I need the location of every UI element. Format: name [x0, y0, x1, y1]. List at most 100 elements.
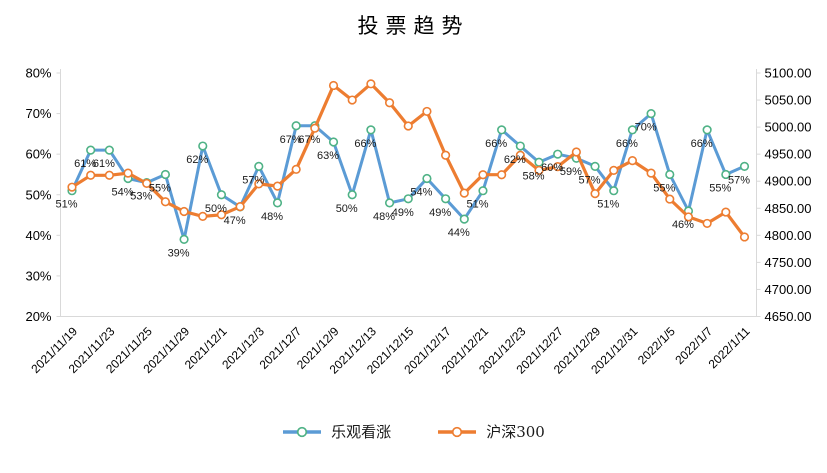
axis-lines [56, 69, 761, 317]
csi300-marker [216, 210, 227, 220]
bullish-point-label: 67% [298, 134, 320, 146]
bullish-marker [553, 149, 563, 159]
bullish-point-label: 57% [728, 174, 750, 186]
bullish-point-label: 66% [485, 138, 507, 150]
csi300-marker [310, 123, 320, 133]
csi300-marker [235, 202, 245, 212]
bullish-marker [384, 198, 395, 208]
bullish-point-label: 70% [635, 122, 657, 134]
left-axis-tick-label: 30% [25, 268, 51, 283]
csi300-marker [609, 165, 619, 175]
csi300-markers [67, 79, 750, 242]
bullish-point-label: 51% [466, 199, 488, 211]
bullish-point-label: 67% [280, 134, 302, 146]
bullish-point-labels: 51%61%61%54%53%55%39%62%50%47%57%48%67%6… [55, 122, 750, 260]
left-axis-tick-label: 80% [25, 66, 51, 81]
bullish-point-label: 63% [317, 150, 339, 162]
bullish-point-label: 61% [74, 158, 96, 170]
left-axis-tick-label: 60% [25, 147, 51, 162]
bullish-marker [104, 145, 114, 155]
bullish-point-label: 55% [709, 182, 731, 194]
bullish-marker [497, 125, 507, 135]
csi300-marker [272, 181, 283, 191]
bullish-marker [515, 141, 525, 151]
csi300-marker [291, 164, 301, 174]
bullish-marker [216, 190, 227, 200]
bullish-marker [422, 173, 432, 184]
right-axis-tick-label: 4800.00 [765, 228, 812, 243]
csi300-marker [571, 147, 581, 157]
bullish-marker [478, 186, 488, 196]
bullish-point-label: 48% [373, 211, 395, 223]
bullish-marker [347, 190, 357, 200]
bullish-point-label: 58% [522, 170, 544, 182]
csi300-marker [721, 207, 731, 217]
right-axis-tick-label: 4700.00 [765, 282, 812, 297]
bullish-point-label: 66% [354, 138, 376, 150]
bullish-marker [609, 186, 619, 196]
csi300-marker [459, 188, 469, 198]
legend-label-bullish: 乐观看涨 [331, 423, 392, 441]
bullish-point-label: 49% [392, 207, 414, 219]
bullish-point-label: 60% [541, 162, 563, 174]
bullish-point-label: 66% [616, 138, 638, 150]
csi300-marker [104, 170, 114, 180]
bullish-marker [403, 194, 413, 204]
bullish-legend-marker-icon [283, 426, 322, 437]
bullish-point-label: 54% [112, 187, 134, 199]
csi300-marker [702, 218, 712, 229]
bullish-point-label: 54% [410, 187, 432, 199]
bullish-point-label: 50% [205, 203, 227, 215]
chart-title: 投票趋势 [357, 14, 470, 38]
bullish-point-label: 62% [186, 154, 208, 166]
bullish-point-label: 57% [242, 174, 264, 186]
right-axis-tick-label: 4750.00 [765, 255, 812, 270]
bullish-marker [459, 214, 469, 224]
csi300-marker [683, 212, 694, 222]
bullish-marker [739, 161, 750, 171]
bullish-marker [328, 137, 339, 147]
bullish-point-label: 47% [224, 215, 246, 227]
bullish-marker [272, 198, 283, 208]
bullish-marker [627, 125, 638, 135]
right-axis-tick-label: 4850.00 [765, 201, 812, 216]
bullish-marker [366, 125, 376, 135]
bullish-marker [86, 145, 96, 155]
csi300-marker [160, 197, 171, 207]
csi300-marker [590, 189, 600, 199]
csi300-marker [497, 170, 507, 180]
bullish-point-label: 46% [672, 219, 694, 231]
x-axis-tick-label: 2022/1/11 [706, 324, 753, 371]
chart-legend: 乐观看涨 沪深300 [0, 421, 827, 442]
csi300-marker [123, 168, 133, 178]
bullish-marker [665, 169, 675, 180]
bullish-marker [702, 125, 712, 135]
bullish-marker [291, 121, 301, 131]
legend-item-csi300: 沪深300 [437, 421, 545, 442]
bullish-point-label: 55% [653, 182, 675, 194]
csi300-marker [179, 206, 189, 217]
bullish-point-label: 59% [560, 166, 582, 178]
csi300-marker [646, 168, 656, 178]
csi300-marker [347, 95, 357, 105]
csi300-marker [739, 232, 750, 242]
bullish-point-label: 53% [130, 191, 152, 203]
bullish-point-label: 51% [597, 199, 619, 211]
csi300-marker [627, 156, 638, 166]
csi300-marker [553, 162, 563, 172]
bullish-marker [179, 234, 189, 244]
right-axis-tick-label: 4900.00 [765, 174, 812, 189]
bullish-marker [160, 169, 171, 180]
bullish-point-label: 48% [261, 211, 283, 223]
csi300-marker [86, 170, 96, 180]
bullish-marker [721, 169, 731, 180]
csi300-marker [515, 150, 525, 160]
bullish-point-label: 62% [504, 154, 526, 166]
bullish-point-label: 39% [168, 247, 190, 259]
x-axis-tick-label: 2022/1/5 [635, 324, 678, 367]
csi300-marker [422, 106, 432, 117]
bullish-marker [441, 194, 451, 204]
csi300-marker [478, 170, 488, 180]
